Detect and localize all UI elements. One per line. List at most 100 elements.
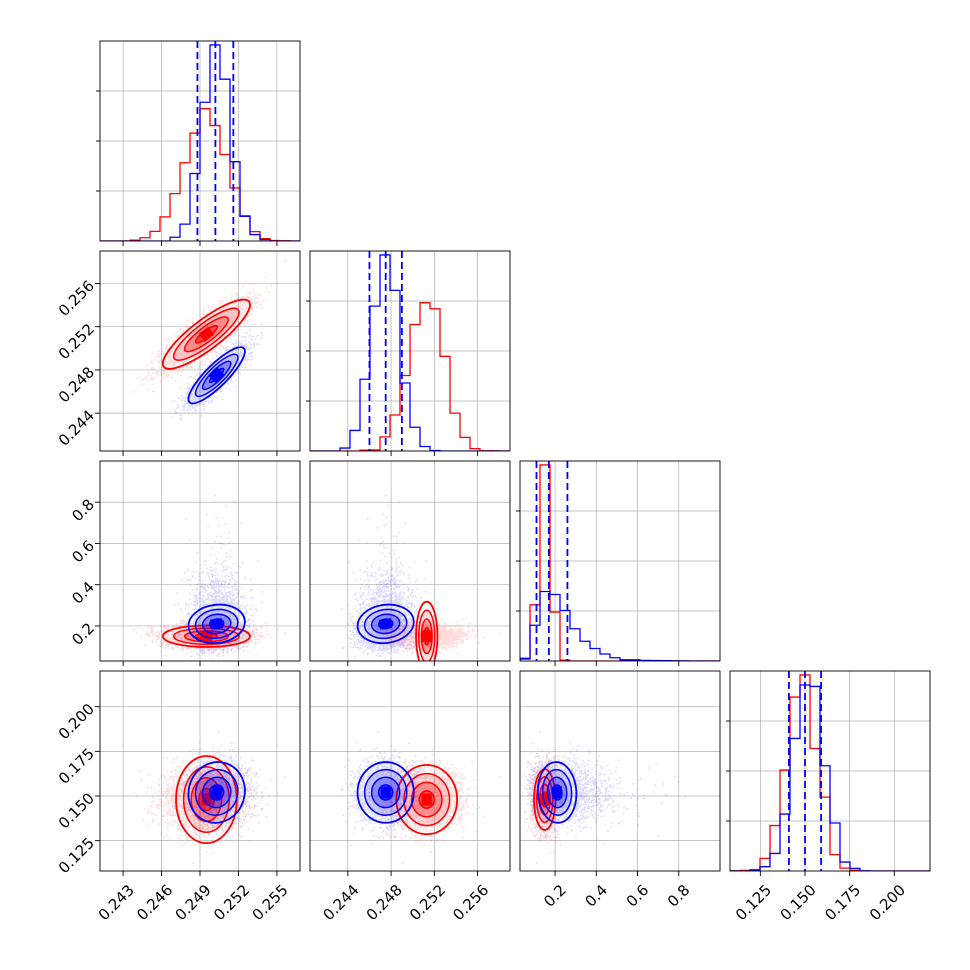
histogram-panel-0	[96, 40, 301, 246]
contour-level-0	[187, 761, 246, 824]
density-peak	[421, 630, 432, 643]
scatter-panel-2-1	[309, 460, 511, 666]
x-tick-label: 0.249	[172, 881, 215, 924]
x-tick-label: 0.200	[866, 881, 909, 924]
grid-lines	[520, 461, 720, 661]
y-tick-label: 0.4	[68, 578, 98, 608]
panel-frame	[519, 460, 721, 662]
x-tick-label: 0.125	[732, 881, 775, 924]
density-peak	[380, 786, 391, 799]
x-tick-label: 0.252	[406, 881, 449, 924]
contours-series-1	[187, 603, 246, 645]
y-tick-label: 0.248	[55, 363, 98, 406]
panel-content	[310, 461, 510, 661]
density-peak	[201, 793, 212, 806]
contours-series-1	[187, 761, 246, 824]
contours-series-0	[395, 764, 459, 836]
panel-frame	[99, 670, 301, 872]
panel-frame	[519, 670, 721, 872]
histogram-panel-2	[516, 460, 721, 666]
contour-level-0	[187, 346, 246, 405]
x-tick-label: 0.243	[95, 881, 138, 924]
panel-frame	[309, 460, 511, 662]
contour-level-0	[161, 624, 251, 648]
panel-frame	[99, 250, 301, 452]
histogram-series-1	[310, 254, 510, 451]
y-tick-label: 0.150	[55, 789, 98, 832]
x-tick-label: 0.8	[664, 881, 694, 911]
density-peak	[551, 786, 563, 799]
histogram-panel-1	[306, 250, 511, 456]
contours-series-0	[415, 600, 439, 661]
density-peak	[208, 367, 225, 384]
x-tick-label: 0.248	[363, 881, 406, 924]
panel-frame	[99, 40, 301, 242]
scatter-panel-3-2: 0.2 0.4 0.6 0.8	[519, 670, 721, 911]
grid-lines	[310, 461, 510, 661]
contours-series-1	[536, 761, 578, 824]
density-peak	[210, 618, 224, 630]
panel-content	[100, 671, 300, 871]
y-tick-label: 0.175	[55, 745, 98, 788]
x-tick-label: 0.244	[319, 881, 362, 924]
y-tick-label: 0.2	[68, 619, 98, 649]
panel-frame	[309, 670, 511, 872]
scatter-panel-2-0: 0.2 0.4 0.6 0.8	[68, 460, 301, 666]
panel-content	[310, 251, 510, 451]
scatter-dots	[132, 260, 287, 393]
scatter-points-series-1	[341, 494, 438, 658]
contour-level-0	[395, 764, 459, 836]
scatter-points-series-0	[368, 746, 501, 865]
scatter-points-series-1	[523, 730, 687, 847]
panel-content	[520, 461, 720, 661]
y-tick-label: 0.8	[68, 496, 98, 526]
histogram-series-0	[310, 302, 510, 451]
contour-level-0	[356, 761, 415, 824]
contours-series-1	[356, 761, 415, 824]
panel-frame	[99, 460, 301, 662]
contour-level-0	[415, 600, 439, 661]
contour-level-0	[536, 761, 578, 824]
contour-level-0	[161, 298, 251, 370]
histogram-panel-3: 0.125 0.150 0.175 0.200	[726, 670, 931, 924]
y-tick-label: 0.252	[55, 320, 98, 363]
x-tick-label: 0.6	[623, 881, 653, 911]
contour-level-0	[356, 603, 415, 645]
grid-lines	[100, 251, 300, 451]
panel-content	[310, 671, 510, 871]
y-tick-label: 0.6	[68, 537, 98, 567]
x-tick-label: 0.256	[449, 881, 492, 924]
scatter-points-series-0	[132, 260, 287, 393]
contour-level-0	[187, 603, 246, 645]
panel-frame	[729, 670, 931, 872]
x-tick-label: 0.2	[540, 881, 570, 911]
histogram-series-1	[100, 44, 300, 241]
x-tick-label: 0.246	[133, 881, 176, 924]
histogram-series-0	[520, 464, 720, 661]
density-peak	[210, 785, 224, 800]
panel-content	[730, 671, 930, 871]
x-tick-label: 0.175	[821, 881, 864, 924]
density-peak	[421, 793, 432, 806]
density-peak	[200, 631, 213, 642]
panel-content	[520, 671, 720, 871]
contours-series-1	[187, 346, 246, 405]
density-peak	[379, 618, 393, 630]
histogram-series-0	[730, 674, 930, 871]
panel-content	[100, 461, 300, 661]
panel-content	[100, 41, 300, 241]
y-tick-label: 0.125	[55, 834, 98, 877]
y-tick-label: 0.256	[55, 277, 98, 320]
panel-content	[100, 251, 300, 451]
contours-series-0	[161, 298, 251, 370]
histogram-series-0	[100, 108, 300, 241]
x-tick-label: 0.255	[249, 881, 292, 924]
contours-series-1	[356, 603, 415, 645]
y-tick-label: 0.200	[55, 700, 98, 743]
scatter-panel-3-1: 0.244 0.248 0.252 0.256	[309, 670, 511, 924]
density-peak	[198, 326, 215, 342]
x-tick-label: 0.150	[777, 881, 820, 924]
